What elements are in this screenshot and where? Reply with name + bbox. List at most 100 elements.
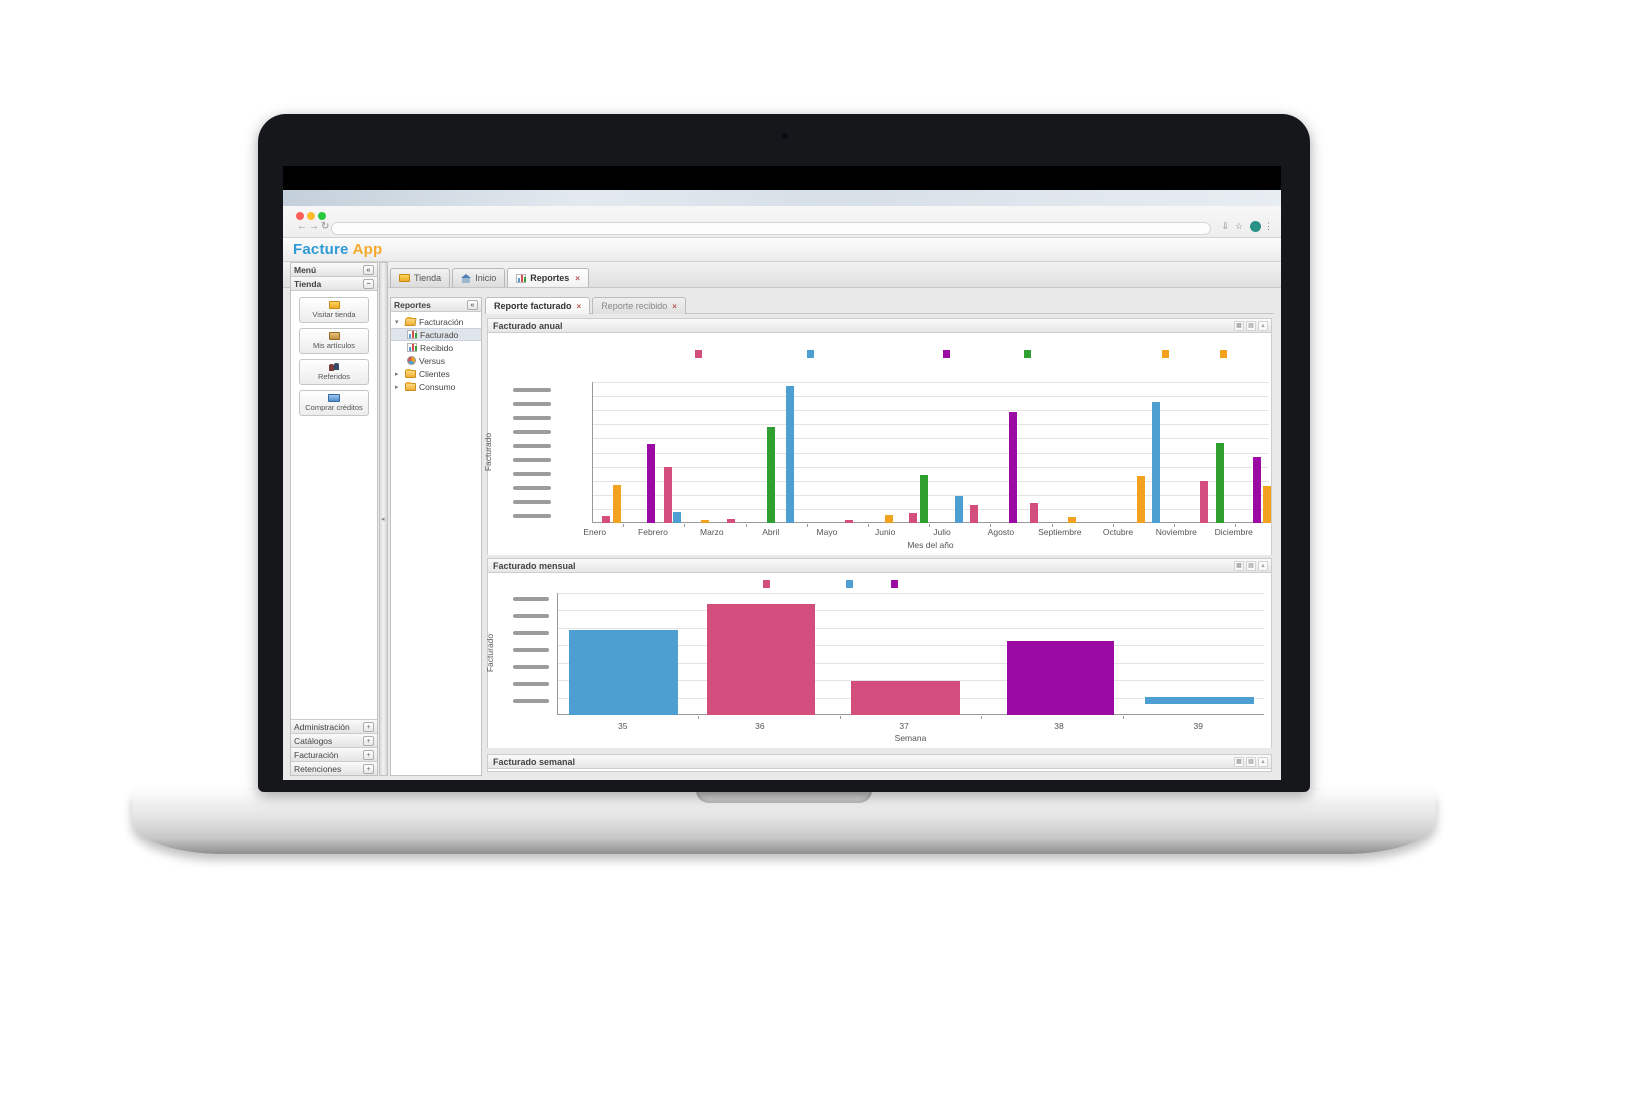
gridline — [558, 628, 1264, 629]
panel-collapse-icon[interactable]: ▴ — [1258, 321, 1268, 331]
bar-38-purple — [1006, 640, 1114, 715]
section-collapse-icon[interactable]: − — [363, 278, 374, 289]
gridline — [593, 396, 1269, 397]
x-axis-title: Mes del año — [907, 540, 954, 550]
panel-facturado-mensual: Facturado mensual ▦ ▤ ▴ Facturado 35 36 37 3… — [485, 558, 1272, 748]
button-label: Comprar créditos — [305, 403, 363, 412]
reload-icon[interactable]: ↻ — [321, 221, 330, 232]
panel-export-icon[interactable]: ▤ — [1246, 561, 1256, 571]
sidebar-collapse-icon[interactable]: « — [363, 264, 374, 275]
browser-menu-icon[interactable]: ⋮ — [1264, 221, 1273, 231]
tree-item-clientes[interactable]: ▸ Clientes — [391, 367, 481, 380]
bar-35-blue — [569, 629, 679, 715]
tree-items: ▾ Facturación Facturado Recibido — [391, 312, 481, 393]
referidos-button[interactable]: Referidos — [299, 359, 369, 385]
tab-reporte-recibido[interactable]: Reporte recibido × — [592, 297, 686, 314]
panel-grid-icon[interactable]: ▦ — [1234, 321, 1244, 331]
tab-close-icon[interactable]: × — [576, 301, 582, 311]
tree-expanded-icon[interactable]: ▾ — [395, 318, 399, 326]
panel-export-icon[interactable]: ▤ — [1246, 321, 1256, 331]
webcam-icon — [781, 132, 789, 140]
bar-Junio-green — [919, 475, 928, 523]
bar-36-pink — [707, 603, 816, 715]
tab-tienda[interactable]: Tienda — [390, 268, 451, 287]
panel-collapse-icon[interactable]: ▴ — [1258, 757, 1268, 767]
panel-grid-icon[interactable]: ▦ — [1234, 561, 1244, 571]
gridline — [593, 481, 1269, 482]
panel-header[interactable]: Facturado semanal ▦ ▤ ▴ — [488, 755, 1271, 769]
back-icon[interactable]: ← — [297, 221, 307, 232]
bar-Febrero-pink — [664, 466, 673, 523]
redacted-y-tick — [513, 430, 551, 434]
y-axis-title: Facturado — [485, 633, 495, 673]
redacted-y-tick — [513, 665, 549, 669]
x-tick-label: Octubre — [1102, 527, 1134, 537]
tree-item-versus[interactable]: Versus — [391, 354, 481, 367]
tab-close-icon[interactable]: × — [575, 273, 580, 283]
x-axis-tick — [623, 524, 625, 527]
splitter-collapse-icon[interactable]: ◂ — [381, 516, 385, 523]
tree-item-facturacion[interactable]: ▾ Facturación — [391, 315, 481, 328]
expand-icon[interactable]: + — [363, 735, 374, 746]
sidebar-item-catalogos[interactable]: Catálogos + — [291, 733, 377, 747]
articles-icon — [328, 332, 340, 340]
x-tick-label: Julio — [933, 527, 951, 537]
sidebar-item-facturacion[interactable]: Facturación + — [291, 747, 377, 761]
redacted-y-tick — [513, 388, 551, 392]
sidebar: Menú « Tienda − Visitar tienda — [290, 262, 378, 776]
bar-Diciembre-orange — [1263, 486, 1272, 523]
panel-export-icon[interactable]: ▤ — [1246, 757, 1256, 767]
expand-icon[interactable]: + — [363, 763, 374, 774]
visitar-tienda-button[interactable]: Visitar tienda — [299, 297, 369, 323]
forward-icon[interactable]: → — [309, 221, 319, 232]
tree-item-label: Facturación — [419, 316, 464, 327]
sidebar-item-administracion[interactable]: Administración + — [291, 719, 377, 733]
expand-icon[interactable]: + — [363, 749, 374, 760]
url-bar[interactable] — [331, 222, 1211, 235]
x-tick-label: Noviembre — [1155, 527, 1197, 537]
reports-tree-panel: Reportes « ▾ Facturación Facturado — [390, 297, 482, 776]
tree-panel-header[interactable]: Reportes « — [391, 298, 481, 312]
mis-articulos-button[interactable]: Mis artículos — [299, 328, 369, 354]
sidebar-menu-header[interactable]: Menú « — [291, 263, 377, 277]
redacted-y-tick — [513, 514, 551, 518]
traffic-light-close[interactable] — [296, 212, 304, 220]
tree-collapse-icon[interactable]: « — [467, 299, 478, 310]
tree-item-recibido[interactable]: Recibido — [391, 341, 481, 354]
tab-inicio[interactable]: Inicio — [452, 268, 506, 287]
panel-collapse-icon[interactable]: ▴ — [1258, 561, 1268, 571]
tree-item-facturado[interactable]: Facturado — [391, 328, 481, 341]
sidebar-splitter[interactable]: ◂ — [379, 262, 388, 776]
panel-grid-icon[interactable]: ▦ — [1234, 757, 1244, 767]
traffic-light-maximize[interactable] — [318, 212, 326, 220]
plot-area — [557, 593, 1264, 715]
bar-Enero-pink — [601, 515, 610, 523]
pie-chart-icon — [407, 356, 416, 365]
tab-close-icon[interactable]: × — [672, 301, 677, 311]
tab-label: Tienda — [414, 273, 442, 283]
tree-collapsed-icon[interactable]: ▸ — [395, 370, 399, 378]
gridline — [593, 410, 1269, 411]
panel-header[interactable]: Facturado anual ▦ ▤ ▴ — [488, 319, 1271, 333]
expand-icon[interactable]: + — [363, 721, 374, 732]
legend-swatch-purple — [890, 580, 898, 588]
tab-reportes[interactable]: Reportes × — [507, 268, 589, 287]
profile-avatar[interactable] — [1250, 221, 1261, 232]
tree-panel-title: Reportes — [394, 299, 431, 310]
bar-Julio-blue — [955, 496, 964, 523]
tree-item-consumo[interactable]: ▸ Consumo — [391, 380, 481, 393]
x-axis-title: Semana — [894, 733, 927, 743]
panel-title: Facturado anual — [493, 320, 563, 331]
sidebar-body: Visitar tienda Mis artículos Referidos — [291, 291, 377, 719]
sidebar-item-retenciones[interactable]: Retenciones + — [291, 761, 377, 775]
comprar-creditos-button[interactable]: Comprar créditos — [299, 390, 369, 416]
bar-Junio-pink — [909, 513, 918, 523]
traffic-light-minimize[interactable] — [307, 212, 315, 220]
tab-reporte-facturado[interactable]: Reporte facturado × — [485, 297, 591, 314]
referrals-icon — [328, 363, 340, 371]
tree-collapsed-icon[interactable]: ▸ — [395, 383, 399, 391]
sidebar-section-tienda[interactable]: Tienda − — [291, 277, 377, 291]
reading-list-icon[interactable]: ⇩ — [1221, 221, 1229, 231]
bookmark-star-icon[interactable]: ☆ — [1234, 221, 1243, 231]
panel-header[interactable]: Facturado mensual ▦ ▤ ▴ — [488, 559, 1271, 573]
